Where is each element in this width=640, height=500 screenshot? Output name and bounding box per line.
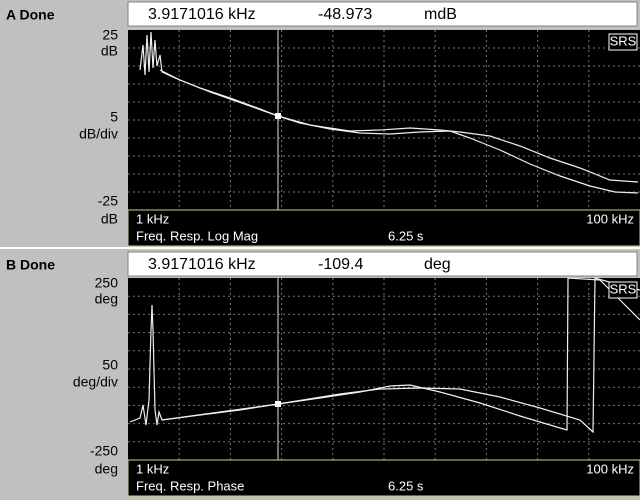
scale-label: deg — [95, 291, 118, 307]
trace — [159, 69, 639, 183]
x-end: 100 kHz — [586, 461, 634, 476]
footer — [127, 459, 640, 497]
status: B Done — [6, 257, 55, 273]
trace — [161, 277, 640, 434]
scale-label: 25 — [102, 27, 118, 43]
scale-label: dB — [101, 211, 118, 227]
scale-label: -250 — [90, 443, 118, 459]
readout-y: -109.4 — [318, 256, 363, 273]
scale-label: 5 — [110, 109, 118, 125]
logo: SRS — [610, 281, 637, 296]
readout-x: 3.9171016 kHz — [148, 6, 256, 23]
scale-label: deg — [95, 461, 118, 477]
scale-label: dB — [101, 43, 118, 59]
x-end: 100 kHz — [586, 211, 634, 226]
readout-x: 3.9171016 kHz — [148, 256, 256, 273]
x-start: 1 kHz — [136, 461, 169, 476]
logo-box — [608, 33, 638, 51]
readout-unit: mdB — [424, 6, 457, 23]
scale-label: 250 — [95, 275, 119, 291]
readout-y: -48.973 — [318, 6, 372, 23]
scale-label: -25 — [98, 193, 118, 209]
time: 6.25 s — [388, 478, 424, 493]
status: A Done — [6, 7, 55, 23]
scale-label: 50 — [102, 357, 118, 373]
logo-box — [608, 281, 638, 299]
footer — [127, 209, 640, 247]
readout-box — [127, 1, 638, 27]
scale-label: dB/div — [79, 126, 118, 142]
cursor-marker — [275, 113, 281, 119]
scale-label: deg/div — [73, 374, 118, 390]
measurement: Freq. Resp. Phase — [136, 478, 244, 493]
x-start: 1 kHz — [136, 211, 169, 226]
readout-unit: deg — [424, 256, 451, 273]
measurement: Freq. Resp. Log Mag — [136, 228, 258, 243]
logo: SRS — [610, 33, 637, 48]
time: 6.25 s — [388, 228, 424, 243]
cursor-marker — [275, 401, 281, 407]
readout-box — [127, 251, 638, 277]
